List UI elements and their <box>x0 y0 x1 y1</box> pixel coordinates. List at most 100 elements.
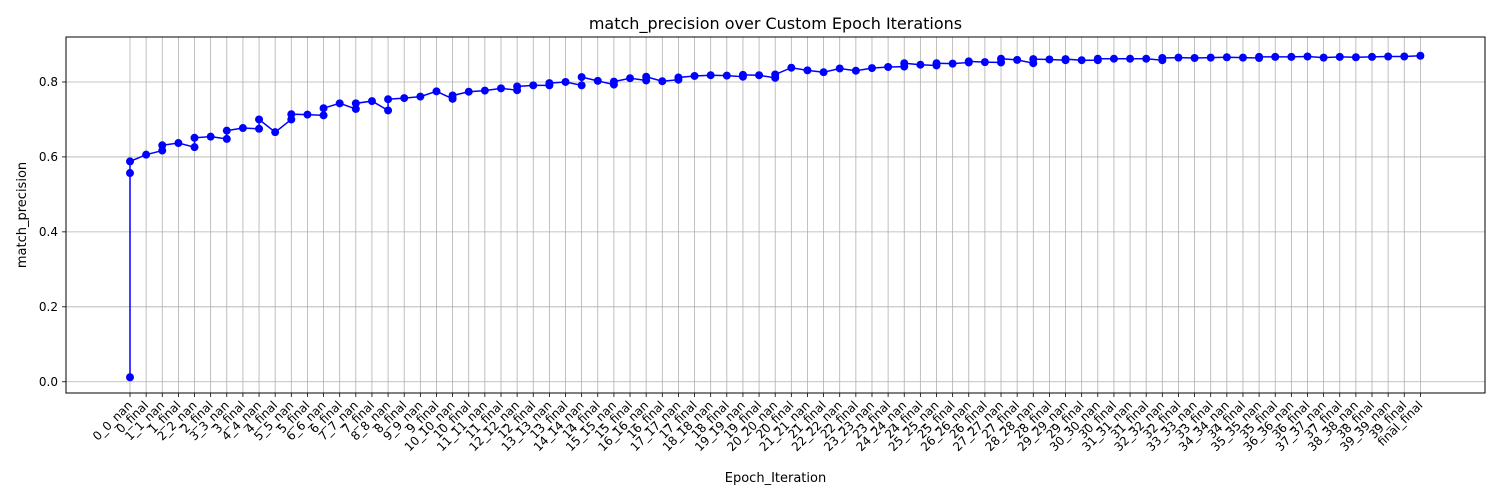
data-point <box>400 94 409 103</box>
y-tick-label: 0.0 <box>39 375 58 389</box>
data-point <box>238 124 247 133</box>
data-point <box>222 126 231 135</box>
data-point <box>271 128 280 137</box>
data-point <box>255 115 264 124</box>
data-point <box>916 60 925 69</box>
data-point <box>126 373 134 382</box>
grid-lines <box>66 37 1485 393</box>
data-point <box>496 84 505 93</box>
data-point <box>1384 52 1393 61</box>
data-point <box>577 73 586 82</box>
data-point <box>1174 53 1183 62</box>
data-point <box>561 77 570 86</box>
data-point <box>674 73 683 82</box>
data-point <box>932 59 941 68</box>
data-point <box>351 99 360 108</box>
data-point <box>1303 52 1312 61</box>
data-point <box>545 79 554 88</box>
y-tick-label: 0.2 <box>39 300 58 314</box>
data-point <box>190 143 199 152</box>
data-point <box>738 70 747 79</box>
data-point <box>964 57 973 66</box>
data-point <box>384 95 393 104</box>
x-axis: 0_0_nan0_final1_1_nan1_final2_2_nan2_fin… <box>90 393 1426 454</box>
data-point <box>319 104 328 113</box>
data-point <box>367 97 376 106</box>
data-point <box>174 139 183 148</box>
data-point <box>416 92 425 101</box>
data-point <box>787 63 796 72</box>
data-point <box>222 134 231 143</box>
data-point <box>948 59 957 68</box>
data-point <box>1351 53 1360 62</box>
data-point <box>335 99 344 108</box>
data-point <box>755 71 764 80</box>
data-point <box>1061 55 1070 64</box>
data-point <box>997 54 1006 63</box>
data-point <box>464 87 473 96</box>
data-point <box>706 71 715 80</box>
data-point <box>384 106 393 115</box>
data-point <box>142 150 151 159</box>
data-point <box>722 71 731 80</box>
data-point <box>819 68 828 77</box>
data-point <box>900 59 909 68</box>
data-point <box>577 81 586 90</box>
y-tick-label: 0.6 <box>39 150 58 164</box>
data-point <box>1029 55 1038 64</box>
data-point <box>1271 52 1280 61</box>
y-tick-label: 0.8 <box>39 75 58 89</box>
data-point <box>1045 55 1054 64</box>
data-point <box>206 132 215 141</box>
data-point <box>1222 53 1231 62</box>
data-point <box>287 110 296 119</box>
data-point <box>1206 53 1215 62</box>
data-point <box>480 86 489 95</box>
data-point <box>126 169 134 178</box>
data-point <box>1400 52 1409 61</box>
data-point <box>1238 53 1247 62</box>
data-point <box>690 71 699 80</box>
data-point <box>1109 54 1118 63</box>
data-point <box>303 110 312 119</box>
data-point <box>1158 53 1167 62</box>
data-point <box>448 91 457 100</box>
data-point <box>609 77 618 86</box>
data-point <box>1368 52 1377 61</box>
data-point <box>1416 51 1425 60</box>
data-point <box>884 62 893 71</box>
data-point <box>1077 56 1086 65</box>
data-point <box>658 77 667 86</box>
data-point <box>1287 52 1296 61</box>
data-point <box>851 66 860 75</box>
data-point <box>980 58 989 67</box>
y-axis: 0.0 0.2 0.4 0.6 0.8 <box>39 75 66 389</box>
data-point <box>771 70 780 79</box>
data-point <box>1319 53 1328 62</box>
data-point <box>1255 52 1264 61</box>
data-point <box>1093 54 1102 63</box>
data-point <box>513 82 522 91</box>
data-point <box>126 157 134 166</box>
data-point <box>1335 52 1344 61</box>
x-axis-label: Epoch_Iteration <box>725 471 826 486</box>
y-axis-label: match_precision <box>15 162 30 268</box>
data-point <box>1013 55 1022 64</box>
data-point <box>593 76 602 85</box>
data-point <box>319 111 328 120</box>
data-point <box>432 87 441 96</box>
data-point <box>529 81 538 90</box>
data-point <box>626 74 635 83</box>
chart-title: match_precision over Custom Epoch Iterat… <box>589 14 962 34</box>
data-point <box>867 64 876 73</box>
data-point <box>255 124 264 133</box>
data-point <box>835 64 844 73</box>
data-point <box>158 141 167 150</box>
data-point <box>1126 54 1135 63</box>
data-point <box>1190 53 1199 62</box>
data-point <box>642 72 651 81</box>
y-tick-label: 0.4 <box>39 225 58 239</box>
series-match-precision <box>126 51 1425 382</box>
